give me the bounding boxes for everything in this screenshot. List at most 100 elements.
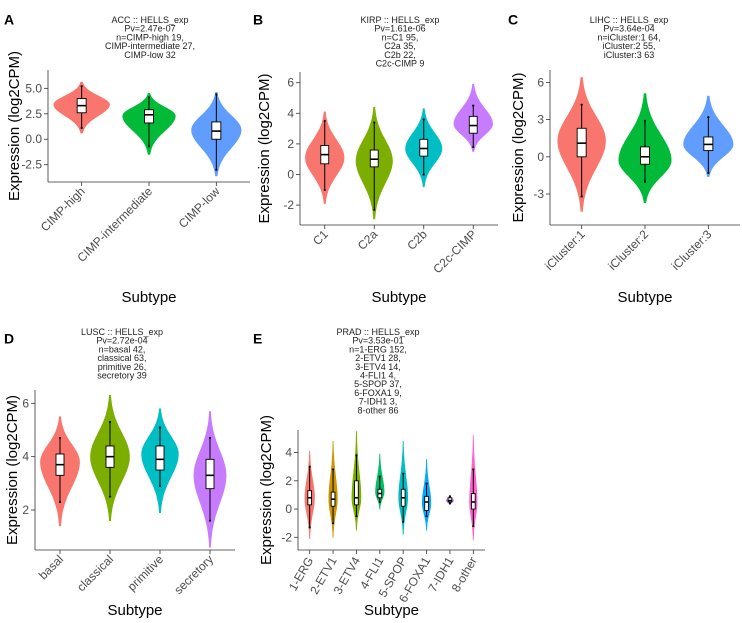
panel-e-title-line: 5-SPOP 37, (354, 379, 402, 389)
panel-a-ytick-label: 0.0 (25, 132, 42, 146)
panel-c-ytick-label: -3 (533, 187, 544, 201)
panel-e-title-line: 6-FOXA1 9, (354, 388, 402, 398)
panel-c-y-axis-title: Expression (log2CPM) (510, 72, 527, 222)
panel-e-outlier-4-fli1 (378, 475, 381, 478)
panel-e-box-6-foxa1 (424, 495, 429, 511)
panel-b-outlier-c2a (373, 208, 376, 211)
panel-e-title-line: 4-FLI1 4, (360, 371, 396, 381)
panel-e-box-3-etv4 (354, 480, 359, 506)
panel-a-title-line: CIMP-low 32 (124, 50, 176, 60)
panel-e-title-line: PRAD :: HELLS_exp (336, 327, 419, 337)
panel-d-ytick-label: 6 (22, 396, 29, 410)
panel-c-title-line: iCluster:3 63 (604, 50, 655, 60)
panel-c-ytick-label: 3 (537, 113, 544, 127)
panel-b-outlier-c1 (323, 119, 326, 123)
panel-b-xtick-label-c2b: C2b (404, 227, 430, 253)
panel-c-outlier-icluster-1 (580, 103, 583, 106)
panel-a-title-line: CIMP-intermediate 27, (105, 41, 195, 51)
panel-d-title-line: classical 63, (97, 353, 146, 363)
panel-d-outlier-basal (58, 500, 62, 504)
panel-b-outlier-c2c-cimp (472, 104, 475, 107)
panel-a-y-axis-title: Expression (log2CPM) (6, 51, 23, 201)
panel-e-outlier-8-other (472, 468, 475, 471)
panel-c-ytick-label: 0 (537, 150, 544, 164)
panel-e-outlier-2-etv1 (331, 468, 335, 471)
panel-a-title-line: n=CIMP-high 19, (116, 32, 184, 42)
panel-a-outlier-cimp-high (80, 85, 83, 88)
panel-b-title-line: C2a 35, (384, 41, 416, 51)
panel-e-outlier-1-erg (308, 465, 311, 468)
panel-b-x-axis-title: Subtype (371, 289, 426, 306)
panel-b-outlier-c2a (373, 121, 376, 124)
panel-e-outlier-1-erg (308, 526, 311, 529)
panel-b-xtick-label-c1: C1 (310, 227, 331, 248)
panel-b-ytick-label: 4 (287, 106, 294, 120)
panel-b-ytick-label: 2 (287, 137, 294, 151)
panel-b-title-line: Pv=1.61e-06 (374, 24, 425, 34)
panel-e-letter: E (253, 330, 262, 346)
panel-e-outlier-6-foxa1 (425, 515, 428, 518)
panel-e-outlier-5-spop (402, 472, 405, 475)
panel-a-title-line: ACC :: HELLS_exp (111, 15, 188, 25)
panel-c-title-line: LIHC :: HELLS_exp (590, 15, 669, 25)
panel-a-box-cimp-intermediate (144, 109, 154, 124)
panel-d-outlier-secretory (208, 519, 212, 522)
panel-d-title-line: primitive 26, (98, 362, 147, 372)
panel-e-outlier-8-other (472, 524, 475, 528)
panel-e-outlier-4-fli1 (378, 500, 381, 504)
panel-d-y-axis-title: Expression (log2CPM) (4, 395, 21, 545)
panel-b-title-line: C2b 22, (384, 50, 416, 60)
panel-c-xtick-label-icluster-1: iCluster:1 (542, 227, 588, 273)
panel-e-outlier-7-idh1 (448, 495, 452, 498)
panel-b-y-axis-title: Expression (log2CPM) (256, 73, 273, 223)
panel-e-ytick-label: 0 (285, 502, 292, 516)
panel-c-title-line: Pv=3.64e-04 (603, 24, 654, 34)
panel-b-outlier-c1 (323, 188, 326, 191)
panel-c-title-line: iCluster:2 55, (602, 41, 655, 51)
panel-d-title-line: LUSC :: HELLS_exp (81, 327, 163, 337)
panel-c-outlier-icluster-2 (643, 180, 647, 183)
panel-c-x-axis-title: Subtype (617, 289, 672, 306)
panel-d-outlier-primitive (158, 484, 162, 488)
panel-b-title-line: C2c-CIMP 9 (376, 59, 425, 69)
panel-a-ytick-label: 2.5 (25, 107, 42, 121)
panel-e-outlier-6-foxa1 (425, 482, 428, 485)
panel-b-title-line: KIRP :: HELLS_exp (361, 15, 440, 25)
panel-a-outlier-cimp-high (80, 126, 83, 130)
panel-d-ytick-label: 4 (22, 450, 29, 464)
panel-b-ytick-label: 6 (287, 76, 294, 90)
panel-d-letter: D (4, 330, 14, 346)
panel-a-outlier-cimp-intermediate (147, 145, 151, 148)
panel-e-ytick-label: 2 (285, 474, 292, 488)
panel-a-outlier-cimp-intermediate (147, 96, 151, 99)
panel-e-x-axis-title: Subtype (364, 602, 419, 619)
panel-e-ytick-label: -2 (281, 530, 292, 544)
panel-a-ytick-label: 5.0 (25, 81, 42, 95)
panel-d-title-line: Pv=2.72e-04 (96, 336, 147, 346)
panel-d-outlier-secretory (208, 436, 212, 440)
panel-b-outlier-c2c-cimp (472, 145, 475, 149)
panel-b-ytick-label: 0 (287, 168, 294, 182)
panel-c-outlier-icluster-2 (643, 119, 647, 122)
panel-e-outlier-5-spop (402, 520, 405, 523)
panel-a-outlier-cimp-low (215, 168, 218, 171)
panel-d-xtick-label-classical: classical (74, 552, 116, 594)
panel-d-outlier-classical (108, 495, 112, 498)
panel-e-outlier-2-etv1 (331, 522, 335, 525)
panel-d-outlier-basal (58, 436, 62, 440)
panel-c-outlier-icluster-3 (707, 171, 710, 175)
panel-e-ytick-label: 4 (285, 446, 292, 460)
panel-b-outlier-c2b (422, 173, 425, 176)
panel-b-title-line: n=C1 95, (382, 32, 419, 42)
panel-e-title-line: Pv=3.53e-01 (352, 336, 403, 346)
panel-a-xtick-label-cimp-intermediate: CIMP-intermediate (74, 184, 155, 265)
panel-e-outlier-7-idh1 (448, 502, 452, 505)
panel-c-title-line: n=iCluster:1 64, (597, 32, 660, 42)
panel-d-title-line: n=basal 42, (99, 344, 146, 354)
panel-a-ytick-label: -2.5 (21, 158, 42, 172)
panel-b-ytick-label: -2 (283, 198, 294, 212)
